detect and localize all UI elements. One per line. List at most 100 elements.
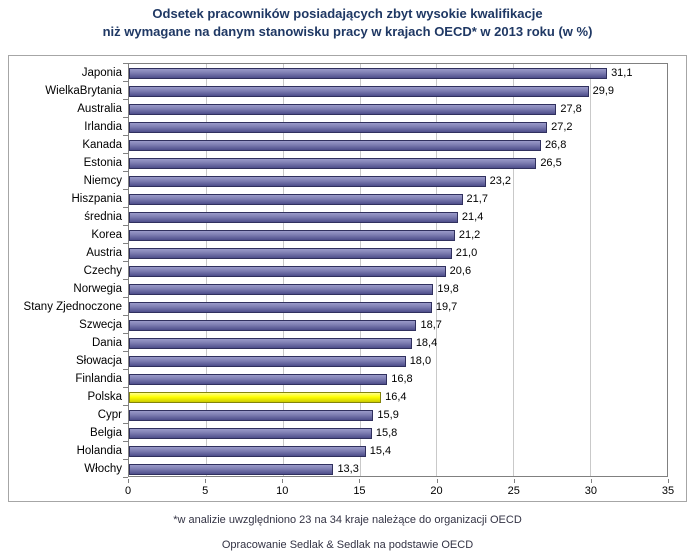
x-axis-tick — [359, 479, 361, 483]
x-axis-tick — [436, 479, 438, 483]
footnote-source: Opracowanie Sedlak & Sedlak na podstawie… — [221, 539, 474, 551]
bar-row: Czechy 20,6 — [84, 262, 667, 280]
bar — [129, 247, 452, 259]
bar-row: Irlandia 27,2 — [84, 118, 667, 136]
category-label: Hiszpania — [71, 193, 123, 205]
category-label: Norwegia — [73, 283, 122, 295]
bar — [129, 211, 458, 223]
category-label: Polska — [87, 391, 122, 403]
value-label: 29,9 — [592, 85, 615, 97]
bar-row: Dania 18,4 — [92, 334, 667, 352]
bar-row: Norwegia 19,8 — [73, 280, 667, 298]
bar — [129, 85, 589, 97]
bar-row: Polska 16,4 — [87, 388, 667, 406]
value-label: 31,1 — [611, 67, 633, 79]
x-axis-tick-label: 25 — [507, 485, 520, 497]
value-label: 16,8 — [391, 373, 413, 385]
value-label: 13,3 — [337, 463, 359, 475]
bars-layer: Japonia 31,1 WielkaBrytania 29,9 Australia 27… — [24, 64, 667, 478]
bar — [129, 193, 463, 205]
value-label: 21,2 — [458, 229, 481, 241]
value-label: 16,4 — [385, 391, 407, 403]
category-label: Czechy — [83, 265, 122, 277]
category-label: Niemcy — [83, 175, 122, 187]
x-axis-tick — [590, 479, 592, 483]
value-label: 15,4 — [369, 445, 392, 457]
x-axis-tick — [282, 479, 284, 483]
bar-row: WielkaBrytania 29,9 — [45, 82, 667, 100]
x-axis-tick-label: 30 — [584, 485, 597, 497]
plot-area: Japonia 31,1 WielkaBrytania 29,9 Australia 27… — [24, 63, 668, 478]
category-label: Estonia — [83, 157, 122, 169]
x-axis-tick-label: 20 — [430, 485, 443, 497]
value-label: 23,2 — [489, 175, 512, 187]
bar — [129, 427, 372, 439]
bar-row: Kanada 26,8 — [82, 136, 667, 154]
x-axis-tick-label: 5 — [202, 485, 209, 497]
gridline — [513, 64, 515, 476]
value-label: 26,8 — [544, 139, 567, 151]
value-label: 21,4 — [461, 211, 484, 223]
bar — [129, 319, 417, 331]
value-label: 19,7 — [435, 301, 458, 313]
x-axis-tick-label: 35 — [661, 485, 675, 497]
x-axis-tick-label: 15 — [353, 485, 366, 497]
value-label: 20,6 — [449, 265, 472, 277]
bar-row: Japonia 31,1 — [82, 64, 667, 82]
gridline — [590, 64, 592, 476]
category-label: Finlandia — [75, 373, 122, 385]
bar-row: Austria 21,0 — [86, 244, 667, 262]
category-label: Holandia — [76, 445, 122, 457]
footnote-analysis-note: *w analizie uwzględniono 23 na 34 kraje … — [173, 514, 522, 526]
bar-row: Korea 21,2 — [91, 226, 667, 244]
bar — [129, 103, 557, 115]
bar — [129, 373, 388, 385]
category-label: średnia — [84, 211, 122, 223]
category-label: WielkaBrytania — [45, 85, 122, 97]
x-axis-tick — [128, 479, 129, 483]
bar — [129, 283, 434, 295]
bar-row: Belgia 15,8 — [90, 424, 667, 442]
chart-title: Odsetek pracowników posiadających zbyt w… — [0, 5, 695, 41]
bar-row: Australia 27,8 — [77, 100, 667, 118]
bar-row: Hiszpania 21,7 — [72, 190, 667, 208]
bar — [129, 175, 486, 187]
value-label: 18,0 — [409, 355, 432, 367]
category-label: Słowacja — [75, 355, 122, 367]
y-axis-ticks — [123, 63, 128, 478]
x-axis-tick — [668, 479, 669, 483]
bar-row: Szwecja 18,7 — [79, 316, 667, 334]
value-label: 15,9 — [377, 409, 399, 421]
bar-row: Włochy 13,3 — [84, 460, 667, 478]
category-label: Kanada — [82, 139, 122, 151]
value-label: 27,8 — [560, 103, 582, 115]
x-axis: 0 5 10 15 20 25 30 35 — [124, 479, 674, 501]
value-label: 15,8 — [375, 427, 398, 439]
value-label: 21,0 — [455, 247, 478, 259]
bar — [129, 301, 432, 313]
bar-row: Niemcy 23,2 — [84, 172, 667, 190]
value-label: 18,4 — [415, 337, 438, 349]
value-label: 27,2 — [551, 121, 573, 133]
bar — [129, 445, 366, 457]
bar-row: średnia 21,4 — [84, 208, 667, 226]
category-label: Korea — [91, 229, 122, 241]
bar-row: Holandia 15,4 — [77, 442, 667, 460]
x-axis-tick-label: 10 — [276, 485, 289, 497]
bar-row: Słowacja 18,0 — [76, 352, 667, 370]
x-axis-tick-label: 0 — [124, 485, 132, 497]
x-axis-tick — [513, 479, 515, 483]
bar-row: Stany Zjednoczone 19,7 — [24, 298, 667, 316]
category-label: Włochy — [84, 463, 122, 475]
bar-row: Cypr 15,9 — [98, 406, 667, 424]
category-label: Irlandia — [84, 121, 122, 133]
category-label: Szwecja — [79, 319, 122, 331]
category-label: Cypr — [97, 409, 122, 421]
category-label: Stany Zjednoczone — [23, 301, 122, 313]
bar — [129, 139, 541, 151]
chart-title-line-2: niż wymagane na danym stanowisku pracy w… — [102, 24, 593, 39]
bar — [129, 229, 455, 241]
bar — [129, 409, 374, 421]
category-label: Austria — [86, 247, 122, 259]
bar — [129, 121, 548, 133]
